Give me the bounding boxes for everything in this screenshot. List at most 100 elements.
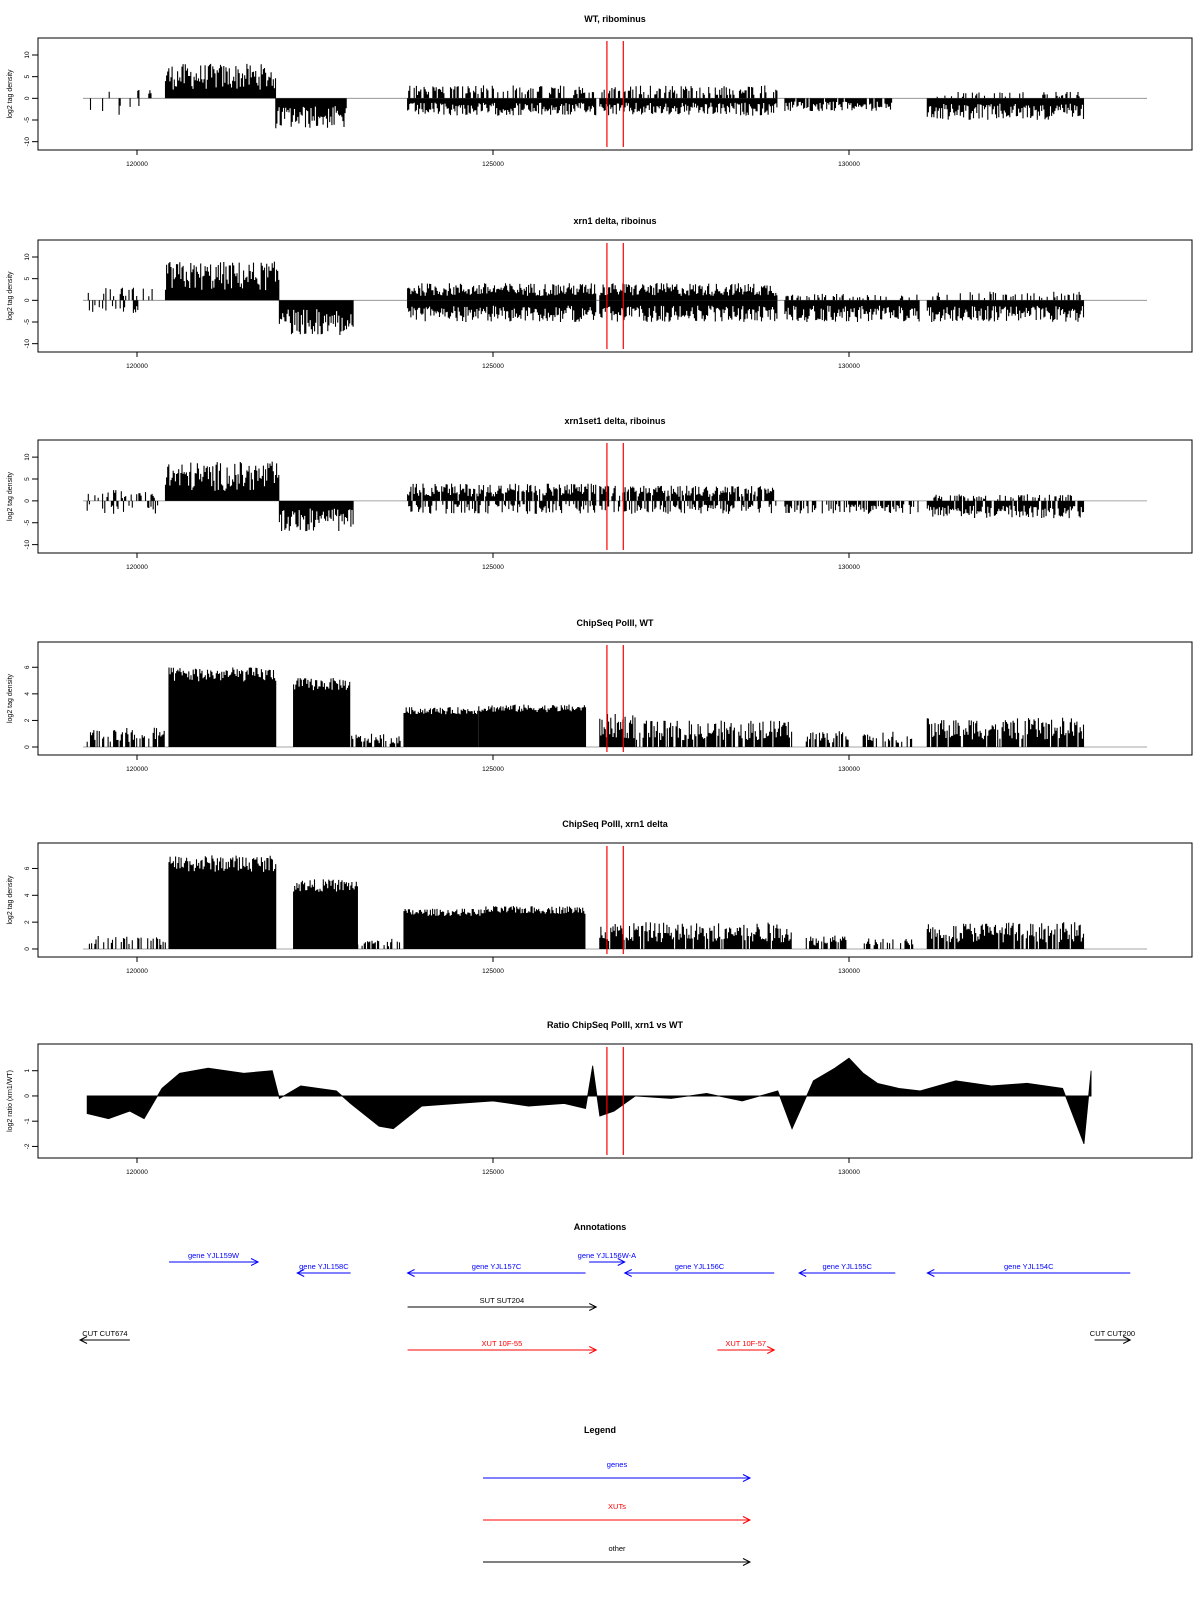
signal-bars	[87, 287, 153, 301]
annotation-label: CUT CUT200	[1090, 1329, 1135, 1338]
y-tick-label: 0	[24, 1094, 31, 1098]
y-tick-label: 0	[24, 745, 31, 749]
signal-bars	[926, 922, 1085, 949]
signal-region-8	[599, 300, 778, 322]
signal-region-4	[278, 300, 354, 335]
arrow-head	[250, 1258, 260, 1266]
signal-region-3	[293, 678, 351, 747]
signal-region-7	[599, 485, 775, 501]
signal-bars	[88, 300, 139, 313]
arrow-head	[1123, 1336, 1132, 1344]
signal-region-5	[407, 483, 597, 501]
signal-bars	[863, 938, 914, 949]
arrow-head	[798, 1269, 807, 1277]
signal-bars	[599, 714, 636, 747]
signal-bars	[805, 935, 847, 949]
plot-frame	[37, 439, 1193, 554]
signal-bars	[168, 855, 277, 949]
signal-bars	[164, 261, 280, 301]
arrow-head	[78, 1336, 88, 1344]
annotation-arrow	[169, 1258, 260, 1266]
signal-region-8	[805, 935, 847, 949]
signal-region-1	[87, 490, 155, 501]
signal-bars	[784, 98, 893, 112]
signal-region-3	[164, 261, 280, 301]
x-tick-label: 125000	[482, 564, 504, 571]
panel-title: WT, ribominus	[584, 14, 646, 24]
y-tick-label: -2	[24, 1143, 31, 1149]
signal-region-3	[164, 63, 277, 99]
signal-region-1	[87, 287, 153, 301]
panel-title: ChipSeq PolII, WT	[577, 618, 654, 628]
signal-region-10	[926, 500, 1085, 519]
arrow-head	[589, 1303, 598, 1311]
legend-label: XUTs	[608, 1502, 626, 1511]
signal-bars	[168, 667, 277, 747]
y-tick-label: -5	[24, 319, 31, 325]
legend-arrow	[483, 1558, 752, 1566]
plot-frame	[37, 1043, 1193, 1159]
signal-region-1	[86, 727, 165, 747]
annotation-arrow	[406, 1269, 586, 1277]
ratio-area	[86, 1057, 1092, 1145]
signal-bars	[293, 879, 358, 949]
arrow-head	[926, 1269, 935, 1277]
y-tick-label: 10	[24, 453, 31, 461]
signal-region-4	[357, 938, 401, 949]
y-tick-label: -5	[24, 519, 31, 525]
annotation-label: SUT SUT204	[480, 1296, 524, 1305]
x-tick-label: 120000	[126, 766, 148, 773]
signal-bars	[403, 908, 486, 949]
annotation-label: gene YJL154C	[1004, 1262, 1054, 1271]
annotation-label: gene YJL157C	[472, 1262, 522, 1271]
signal-bars	[862, 731, 913, 747]
signal-bars	[599, 922, 792, 949]
panel-title: ChipSeq PolII, xrn1 delta	[562, 819, 669, 829]
signal-region-4	[351, 733, 401, 747]
signal-region-9	[784, 500, 919, 514]
y-tick-label: 0	[24, 298, 31, 302]
y-tick-label: -10	[24, 137, 31, 147]
signal-region-7	[599, 922, 792, 949]
panel-4: ChipSeq PolII, WT log2 tag density 0 2 4 6 120…	[7, 618, 1193, 773]
x-tick-label: 125000	[482, 1169, 504, 1176]
signal-region-8	[599, 98, 778, 116]
signal-bars	[478, 704, 587, 747]
signal-bars	[926, 98, 1085, 120]
panel-1: WT, ribominus log2 tag density -10 -5 0 5 10 12…	[7, 14, 1193, 168]
y-tick-label: -10	[24, 339, 31, 349]
x-tick-label: 125000	[482, 161, 504, 168]
signal-bars	[86, 500, 159, 514]
annotation-label: gene YJL156W-A	[578, 1251, 637, 1260]
legend-panel: Legend genes XUTs other	[483, 1425, 752, 1566]
signal-bars	[926, 717, 1085, 747]
annotation-label: gene YJL159W	[188, 1251, 240, 1260]
signal-bars	[599, 485, 775, 501]
arrow-head	[742, 1516, 752, 1524]
signal-bars	[408, 85, 595, 99]
annotations-title: Annotations	[574, 1222, 627, 1232]
signal-bars	[403, 707, 479, 747]
signal-region-8	[635, 720, 793, 747]
y-tick-label: -10	[24, 540, 31, 550]
panel-5: ChipSeq PolII, xrn1 delta log2 tag densit…	[7, 819, 1193, 975]
signal-region-5	[407, 283, 597, 301]
annotation-arrow	[78, 1336, 130, 1344]
signal-region-9	[784, 98, 893, 112]
y-tick-label: 5	[24, 477, 31, 481]
legend-title: Legend	[584, 1425, 616, 1435]
signal-region-12	[932, 291, 1081, 301]
x-tick-label: 120000	[126, 1169, 148, 1176]
signal-bars	[87, 490, 155, 501]
y-tick-label: 2	[24, 718, 31, 722]
signal-bars	[601, 85, 778, 99]
signal-region-11	[926, 300, 1085, 322]
signal-bars	[926, 300, 1085, 322]
signal-region-5	[408, 85, 595, 99]
x-tick-label: 130000	[838, 766, 860, 773]
plot-frame	[37, 641, 1193, 756]
annotation-label: CUT CUT674	[82, 1329, 127, 1338]
annotation-arrow	[1094, 1336, 1132, 1344]
signal-bars	[407, 483, 597, 501]
y-axis-label: log2 tag density	[7, 875, 14, 925]
